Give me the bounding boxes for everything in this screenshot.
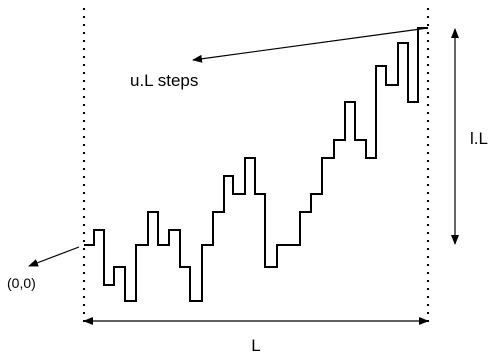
random-walk-path (84, 27, 428, 302)
width-label: L (251, 336, 260, 355)
steps-label: u.L steps (130, 71, 198, 90)
origin-arrow (28, 246, 80, 267)
steps-arrow (192, 27, 429, 63)
origin-label: (0,0) (7, 275, 36, 291)
height-label: l.L (470, 129, 488, 148)
